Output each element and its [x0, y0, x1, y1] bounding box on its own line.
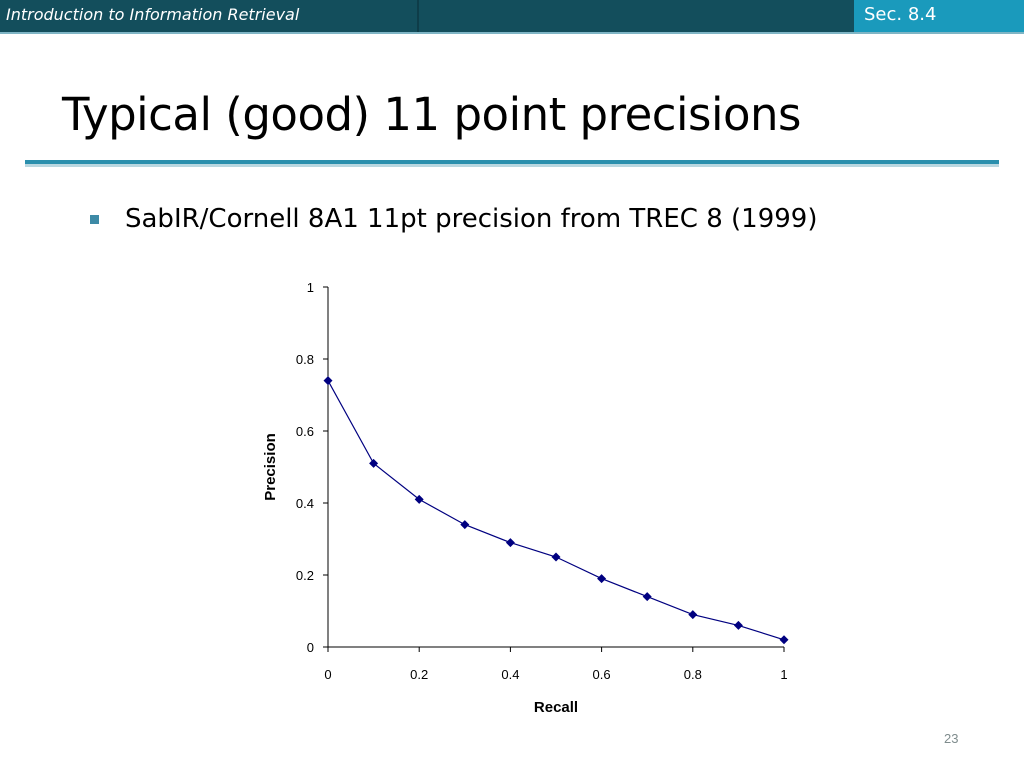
chart-series: [323, 376, 789, 645]
data-point-diamond: [414, 494, 424, 504]
section-badge: [854, 0, 1024, 32]
x-tick-label: 0.6: [593, 667, 611, 682]
x-tick-label: 1: [780, 667, 787, 682]
x-tick-label: 0.4: [501, 667, 519, 682]
x-axis-title: Recall: [534, 699, 578, 716]
precision-line: [327, 380, 785, 641]
data-point-diamond: [505, 538, 515, 548]
data-point-diamond: [733, 620, 743, 630]
y-tick-label: 0: [307, 640, 314, 655]
course-title: Introduction to Information Retrieval: [6, 5, 300, 24]
data-point-diamond: [779, 635, 789, 645]
page-title: Typical (good) 11 point precisions: [62, 88, 802, 141]
y-tick-label: 0.2: [296, 568, 314, 583]
y-tick-label: 1: [307, 280, 314, 295]
x-tick-label: 0.8: [684, 667, 702, 682]
x-tick-label: 0.2: [410, 667, 428, 682]
data-point-diamond: [551, 552, 561, 562]
title-rule: [25, 160, 999, 164]
data-point-diamond: [323, 376, 333, 386]
y-tick-label: 0.6: [296, 424, 314, 439]
data-point-diamond: [688, 610, 698, 620]
section-label: Sec. 8.4: [864, 4, 937, 25]
chart-ticks: 0 0.2 0.4 0.6 0.8 1 0 0.2 0.4 0.6 0.8 1: [296, 280, 788, 682]
chart-axes: [327, 287, 784, 648]
bullet-square-icon: [90, 215, 99, 224]
y-tick-label: 0.4: [296, 496, 314, 511]
data-point-diamond: [369, 458, 379, 468]
header-bar: [0, 0, 1024, 32]
data-point-diamond: [460, 520, 470, 530]
x-tick-label: 0: [324, 667, 331, 682]
header-divider: [417, 0, 419, 32]
bullet-text: SabIR/Cornell 8A1 11pt precision from TR…: [125, 204, 818, 234]
data-point-diamond: [597, 574, 607, 584]
page-number: 23: [944, 731, 959, 746]
header-underline: [0, 32, 1024, 34]
y-tick-label: 0.8: [296, 352, 314, 367]
data-point-diamond: [642, 592, 652, 602]
title-rule-shadow: [25, 164, 999, 167]
y-axis-title: Precision: [262, 433, 279, 501]
